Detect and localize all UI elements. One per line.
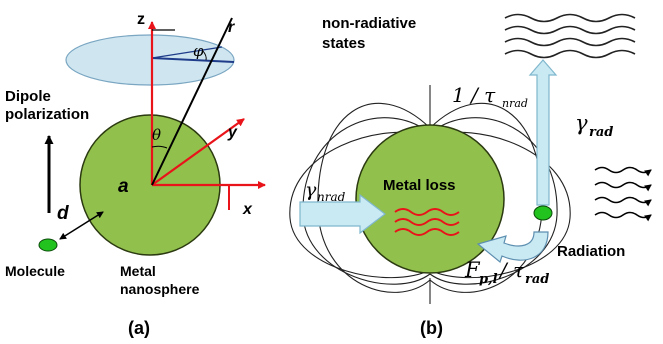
molecule-label: Molecule — [5, 263, 65, 279]
gamma-nrad-subscript: nrad — [317, 190, 346, 204]
caption-b: (b) — [420, 318, 443, 338]
purcell-factor-symbol: F — [464, 258, 481, 282]
r-vector — [151, 17, 233, 186]
nonrad-label-line1: non-radiative — [322, 15, 416, 32]
gamma-rad-subscript: rad — [589, 125, 613, 140]
distance-label: d — [57, 203, 69, 224]
disk-projection-line — [151, 57, 235, 63]
emitter-dot — [533, 205, 553, 221]
x-axis-label: x — [242, 201, 253, 218]
azimuth-disk — [65, 34, 235, 86]
gamma-nrad-symbol: γ — [305, 179, 317, 201]
radiation-label: Radiation — [557, 243, 625, 260]
phi-label: φ — [193, 42, 204, 60]
gamma-nrad-arrow — [299, 193, 386, 235]
metal-label-line2: nanosphere — [120, 281, 200, 297]
purcell-factor-subscript: p,l — [479, 272, 498, 287]
theta-label: θ — [152, 126, 161, 144]
phi-arc — [202, 50, 207, 61]
panel-a: φ z y x r θ a Dipole polarization d — [5, 11, 266, 338]
tau-nrad-arrow — [528, 59, 558, 206]
dipole-label-line2: polarization — [5, 106, 89, 123]
radiation-arrows — [594, 166, 652, 222]
gamma-rad-symbol: γ — [575, 111, 588, 135]
radius-label: a — [118, 176, 129, 197]
coupling-curved-arrow — [476, 231, 549, 264]
loss-waves — [394, 208, 460, 236]
nonrad-state-waves — [504, 13, 636, 59]
inv-tau-nrad: 1 / τ — [452, 83, 496, 107]
metal-sphere-b — [355, 124, 505, 274]
dipole-label-line1: Dipole — [5, 88, 51, 105]
r-projection-line — [151, 46, 223, 59]
theta-arc — [151, 145, 168, 149]
distance-arrow — [59, 211, 104, 240]
caption-a: (a) — [128, 318, 150, 338]
r-label: r — [228, 19, 235, 36]
molecule-dot — [38, 238, 58, 252]
purcell-tau-subscript: rad — [525, 272, 549, 287]
metal-loss-label: Metal loss — [383, 177, 456, 194]
nonrad-label-line2: states — [322, 35, 365, 52]
y-axis — [151, 118, 245, 186]
panel-b: Metal loss γ nrad non-radiative states 1… — [289, 13, 652, 338]
metal-label-line1: Metal — [120, 263, 156, 279]
z-axis-label: z — [137, 11, 145, 28]
inv-tau-nrad-sub: nrad — [502, 97, 528, 110]
purcell-div-tau: / τ — [498, 258, 525, 282]
y-axis-label: y — [227, 124, 238, 141]
